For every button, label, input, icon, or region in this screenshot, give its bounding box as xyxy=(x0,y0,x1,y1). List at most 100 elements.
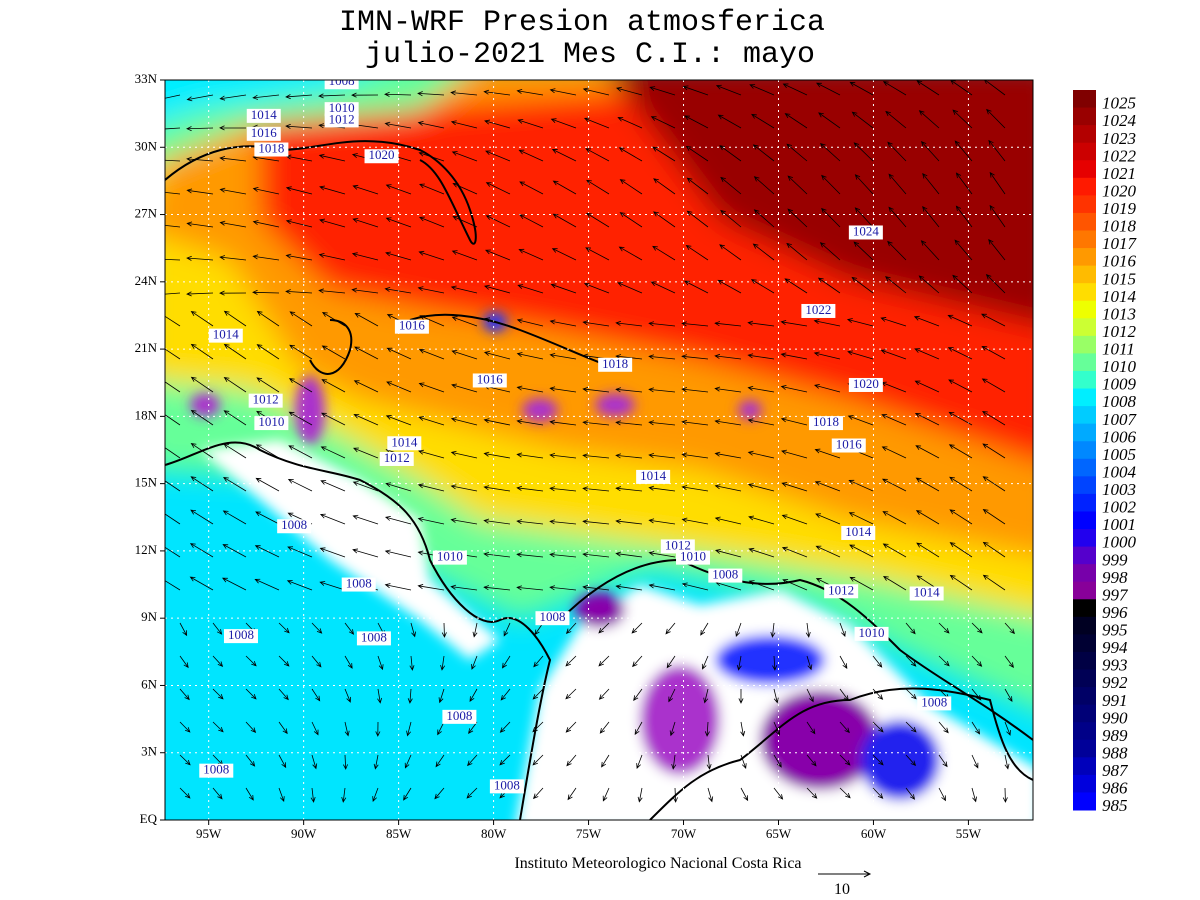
wind-arrow xyxy=(310,787,316,803)
wind-arrow xyxy=(748,580,775,591)
wind-arrow xyxy=(714,353,742,360)
wind-arrow xyxy=(565,721,577,733)
wind-arrow xyxy=(352,481,379,492)
wind-arrow xyxy=(806,688,814,703)
contour-label: 1008 xyxy=(361,629,387,644)
wind-arrow xyxy=(922,206,940,228)
wind-arrow xyxy=(223,343,247,360)
wind-arrow xyxy=(740,787,749,802)
colorbar-label: 991 xyxy=(1102,691,1128,710)
wind-arrow xyxy=(905,622,916,635)
wind-arrow xyxy=(813,351,841,360)
contour-label: 1008 xyxy=(203,762,229,777)
wind-arrow xyxy=(223,376,247,393)
contour-label-box xyxy=(708,568,743,583)
wind-arrow xyxy=(816,82,841,96)
wind-arrow xyxy=(311,655,322,668)
colorbar-swatch xyxy=(1073,493,1096,512)
wind-arrow xyxy=(854,207,874,228)
wind-arrow xyxy=(938,655,950,667)
wind-arrow xyxy=(582,386,610,393)
wind-arrow xyxy=(955,172,973,195)
lat-tick-label: 9N xyxy=(141,609,158,624)
wind-arrow xyxy=(552,213,577,228)
wind-arrow xyxy=(377,655,384,671)
wind-arrow xyxy=(681,517,709,525)
contour-label: 1016 xyxy=(251,125,278,140)
wind-arrow xyxy=(245,721,257,733)
wind-arrow xyxy=(981,378,1006,393)
wind-arrow xyxy=(533,655,544,668)
wind-arrow xyxy=(686,177,709,195)
wind-arrow xyxy=(685,145,709,162)
wind-arrow xyxy=(582,486,610,492)
wind-arrow xyxy=(780,384,808,393)
wind-arrow xyxy=(549,319,577,327)
wind-arrow xyxy=(681,452,709,459)
wind-arrow xyxy=(518,149,544,162)
wind-arrow xyxy=(417,517,445,525)
contour-label-box xyxy=(324,113,359,128)
colorbar-label: 1011 xyxy=(1102,340,1135,359)
colorbar-swatch xyxy=(1073,107,1096,126)
wind-arrow xyxy=(311,754,318,770)
colorbar-swatch xyxy=(1073,370,1096,390)
wind-arrow xyxy=(516,552,544,558)
wind-arrow xyxy=(219,125,247,131)
wind-arrow xyxy=(952,109,973,129)
wind-arrow xyxy=(648,583,676,591)
wind-arrow xyxy=(500,688,511,701)
wind-arrow xyxy=(681,582,709,591)
contour-label: 1008 xyxy=(281,517,307,532)
wind-arrow xyxy=(518,248,544,261)
colorbar-swatch xyxy=(1073,265,1096,284)
wind-arrow xyxy=(981,346,1006,360)
contour-label: 1008 xyxy=(228,627,254,642)
wind-arrow xyxy=(434,787,445,800)
wind-arrow xyxy=(311,721,319,736)
wind-arrow xyxy=(916,80,940,96)
wind-arrow xyxy=(318,93,346,99)
wind-arrow xyxy=(882,575,907,591)
wind-arrow xyxy=(516,585,544,591)
wind-arrow xyxy=(814,448,841,459)
wind-arrow xyxy=(714,386,742,393)
lat-tick-label: 27N xyxy=(135,206,158,221)
wind-arrow xyxy=(770,622,776,638)
wind-arrow xyxy=(549,486,577,492)
wind-arrow xyxy=(483,351,511,360)
lon-tick-label: 95W xyxy=(196,826,222,841)
wind-arrow xyxy=(165,447,181,459)
colorbar-label: 1009 xyxy=(1102,375,1137,394)
wind-arrow xyxy=(982,508,1006,525)
wind-arrow xyxy=(516,318,544,327)
wind-arrow xyxy=(806,754,817,767)
contour-label: 1012 xyxy=(828,582,854,597)
wind-arrow xyxy=(409,655,415,671)
contour-label: 1008 xyxy=(712,567,738,582)
wind-vectors xyxy=(165,80,1015,803)
wind-arrow xyxy=(418,348,445,360)
wind-arrow xyxy=(437,721,445,736)
wind-arrow xyxy=(565,688,577,700)
colorbar-swatch xyxy=(1073,529,1096,548)
wind-arrow xyxy=(615,320,643,327)
wind-arrow xyxy=(483,518,511,525)
wind-arrow xyxy=(714,484,742,492)
wind-arrow xyxy=(252,94,280,100)
wind-arrow xyxy=(320,480,346,492)
colorbar-swatch xyxy=(1073,476,1096,495)
wind-arrow xyxy=(582,87,610,96)
colorbar-swatch xyxy=(1073,335,1096,354)
wind-arrow xyxy=(418,449,445,459)
colorbar-label: 1022 xyxy=(1102,146,1137,165)
low-cell xyxy=(860,720,940,800)
wind-arrow xyxy=(254,545,280,558)
wind-arrow xyxy=(888,206,907,228)
wind-arrow xyxy=(319,218,346,228)
reference-vector-label: 10 xyxy=(834,881,850,898)
contour-label: 1014 xyxy=(640,468,667,483)
colorbar-swatch xyxy=(1073,722,1096,741)
wind-arrow xyxy=(971,721,981,735)
wind-arrow xyxy=(289,311,313,327)
